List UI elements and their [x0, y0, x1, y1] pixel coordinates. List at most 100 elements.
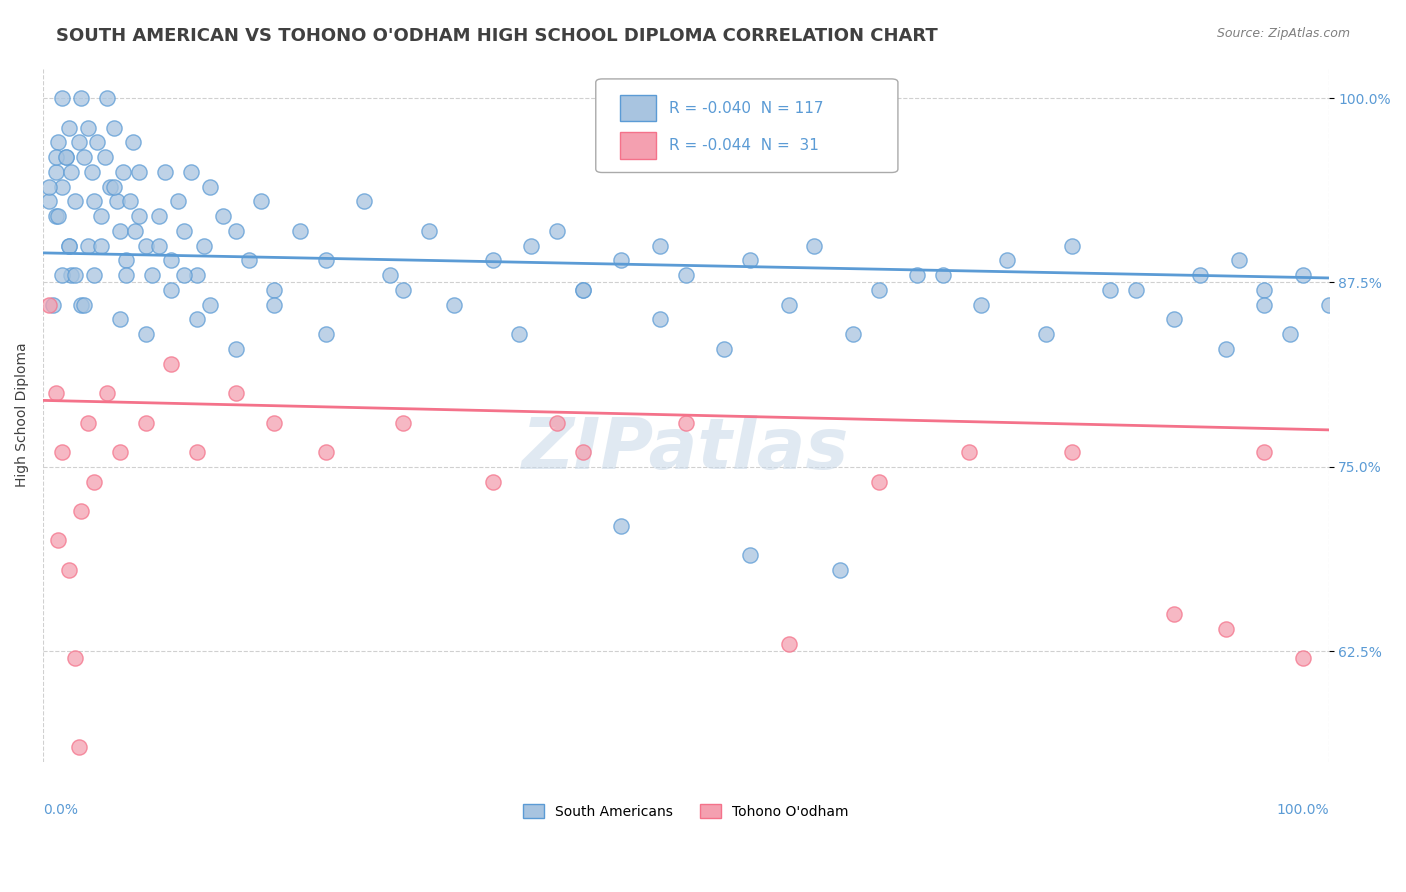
Point — [135, 326, 157, 341]
Point — [70, 91, 93, 105]
Point — [108, 312, 131, 326]
Point — [46, 533, 69, 548]
Point — [225, 224, 247, 238]
Point — [103, 179, 125, 194]
Point — [803, 238, 825, 252]
Point — [1227, 253, 1250, 268]
Point — [70, 297, 93, 311]
Point — [160, 357, 183, 371]
Point — [648, 312, 671, 326]
Point — [1060, 238, 1083, 252]
Text: 0.0%: 0.0% — [44, 804, 77, 817]
Point — [610, 518, 633, 533]
Point — [995, 253, 1018, 268]
Point — [115, 253, 138, 268]
Point — [713, 342, 735, 356]
FancyBboxPatch shape — [596, 78, 898, 172]
Point — [77, 120, 100, 135]
Point — [108, 224, 131, 238]
Point — [225, 342, 247, 356]
Point — [868, 283, 890, 297]
Point — [970, 297, 993, 311]
Point — [828, 563, 851, 577]
Point — [63, 651, 86, 665]
Point — [58, 563, 80, 577]
Point — [1253, 445, 1275, 459]
Point — [63, 268, 86, 282]
Point — [51, 268, 73, 282]
Point — [675, 416, 697, 430]
Point — [115, 268, 138, 282]
Text: ZIPatlas: ZIPatlas — [522, 416, 849, 484]
Point — [173, 224, 195, 238]
Point — [508, 326, 530, 341]
Point — [353, 194, 375, 209]
Point — [60, 268, 83, 282]
Point — [45, 386, 67, 401]
Text: R = -0.040  N = 117: R = -0.040 N = 117 — [669, 101, 824, 116]
Point — [60, 165, 83, 179]
Point — [186, 445, 208, 459]
Point — [67, 135, 90, 149]
Point — [128, 209, 150, 223]
Point — [122, 135, 145, 149]
Point — [42, 297, 65, 311]
Point — [51, 179, 73, 194]
Point — [111, 165, 134, 179]
Point — [58, 120, 80, 135]
Point — [378, 268, 401, 282]
Point — [58, 238, 80, 252]
Point — [120, 194, 142, 209]
Point — [288, 224, 311, 238]
Point — [315, 253, 337, 268]
Point — [108, 445, 131, 459]
Point — [46, 135, 69, 149]
Point — [51, 445, 73, 459]
Point — [73, 297, 96, 311]
Point — [55, 150, 77, 164]
Point — [572, 445, 595, 459]
Point — [98, 179, 121, 194]
Point — [80, 165, 103, 179]
Point — [263, 297, 285, 311]
Point — [186, 268, 208, 282]
Text: 100.0%: 100.0% — [1277, 804, 1329, 817]
Point — [546, 416, 568, 430]
Point — [482, 475, 505, 489]
Point — [1317, 297, 1340, 311]
Point — [38, 297, 60, 311]
Point — [1189, 268, 1212, 282]
Legend: South Americans, Tohono O'odham: South Americans, Tohono O'odham — [517, 798, 855, 824]
Point — [67, 739, 90, 754]
Point — [778, 297, 800, 311]
Point — [315, 445, 337, 459]
Point — [225, 386, 247, 401]
Point — [1279, 326, 1302, 341]
Point — [418, 224, 440, 238]
Point — [572, 283, 595, 297]
Point — [83, 194, 105, 209]
Point — [51, 91, 73, 105]
Point — [238, 253, 260, 268]
Point — [153, 165, 176, 179]
Point — [58, 238, 80, 252]
Point — [315, 326, 337, 341]
FancyBboxPatch shape — [620, 132, 657, 159]
Point — [180, 165, 202, 179]
Point — [107, 194, 129, 209]
Point — [1035, 326, 1057, 341]
Point — [482, 253, 505, 268]
Point — [957, 445, 980, 459]
Point — [160, 283, 183, 297]
Point — [148, 209, 170, 223]
Point — [128, 165, 150, 179]
Point — [173, 268, 195, 282]
Point — [1099, 283, 1122, 297]
Point — [46, 209, 69, 223]
Point — [141, 268, 163, 282]
Point — [738, 548, 761, 562]
Point — [250, 194, 273, 209]
Point — [45, 209, 67, 223]
Point — [70, 504, 93, 518]
Point — [83, 475, 105, 489]
